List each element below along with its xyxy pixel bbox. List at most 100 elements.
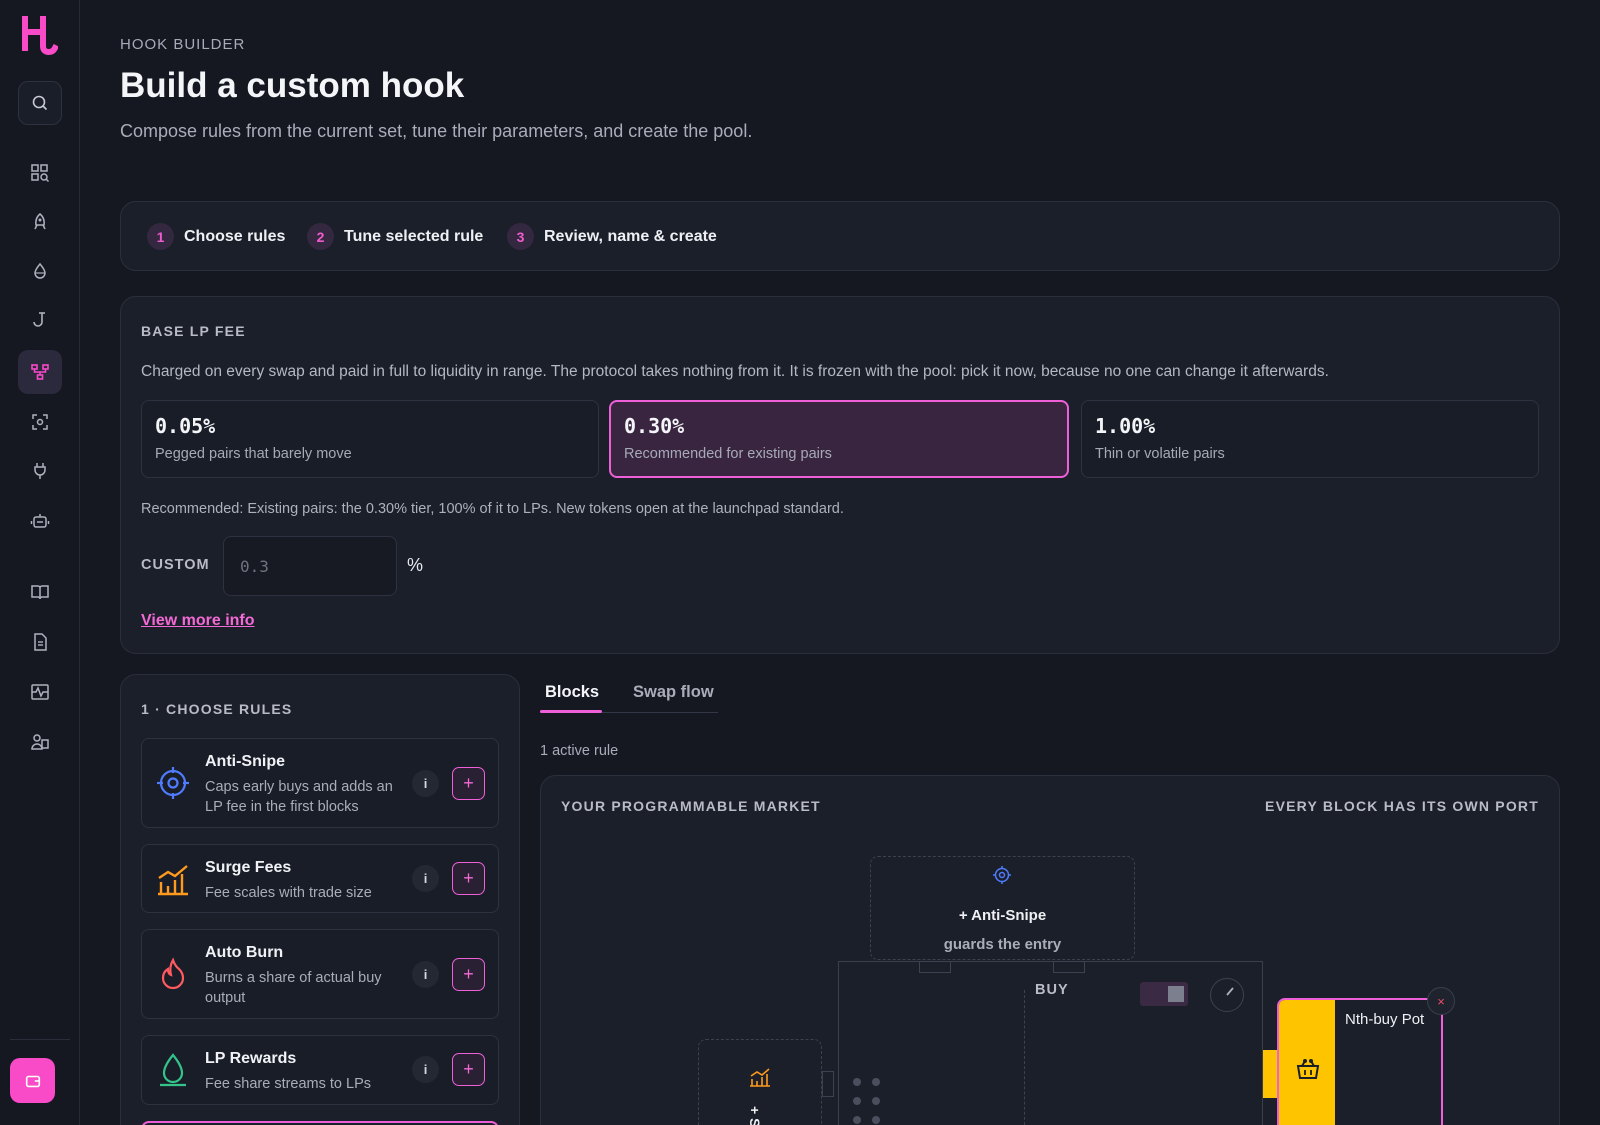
pot-name: Nth-buy Pot [1345,1011,1425,1028]
chart-icon [750,1068,770,1087]
droplet-icon [160,1053,186,1087]
anti-snipe-slot[interactable]: + Anti-Snipe guards the entry [870,856,1135,960]
sidebar-item-liquidity[interactable] [18,249,62,293]
sidebar [0,0,80,1125]
plug-icon [34,463,46,479]
choose-rules-panel: 1 · CHOOSE RULES Anti-Snipe Caps early b… [120,674,520,1125]
step-label: Review, name & create [544,227,717,245]
custom-fee-label: CUSTOM [141,557,210,573]
robot-icon [30,514,50,528]
pot-icon [1296,1059,1320,1079]
activity-icon [31,684,49,700]
page-eyebrow: HOOK BUILDER [120,36,246,53]
document-icon [34,633,47,651]
add-rule-button[interactable]: + [452,1053,485,1086]
sidebar-item-integrations[interactable] [18,449,62,493]
sidebar-item-docs[interactable] [18,570,62,614]
sidebar-item-activity[interactable] [18,670,62,714]
fee-tier-note: Thin or volatile pairs [1095,446,1225,462]
rule-info-button[interactable]: i [412,961,439,988]
anti-snipe-slot-sub: guards the entry [943,936,1062,953]
add-rule-button[interactable]: + [452,862,485,895]
sidebar-item-reports[interactable] [18,620,62,664]
flame-icon [161,957,185,990]
engine-port-left [822,1071,834,1097]
book-icon [31,585,49,600]
rule-info-button[interactable]: i [412,770,439,797]
tab-blocks[interactable]: Blocks [545,683,600,701]
scan-icon [32,414,48,430]
wallet-button[interactable] [10,1058,55,1103]
page-title: Build a custom hook [120,66,465,105]
surge-fees-slot-label: + S [747,1106,763,1125]
rocket-icon [34,213,46,230]
rule-card-auto-burn[interactable]: Auto Burn Burns a share of actual buy ou… [141,929,499,1019]
rule-card-surge-fees[interactable]: Surge Fees Fee scales with trade size i … [141,844,499,913]
engine-divider [1024,990,1025,1125]
canvas-title: YOUR PROGRAMMABLE MARKET [561,798,821,814]
drag-handle[interactable] [852,1077,884,1125]
rule-description: Fee share streams to LPs [205,1076,372,1092]
fee-tier-option[interactable]: 1.00% Thin or volatile pairs [1081,400,1539,478]
rule-name: Auto Burn [205,944,284,961]
base-fee-panel: BASE LP FEE Charged on every swap and pa… [120,296,1560,654]
pot-connector [1263,1050,1281,1098]
step-tune-rule[interactable]: 2 Tune selected rule [307,223,483,250]
rule-name: Anti-Snipe [205,753,285,770]
surge-fees-slot[interactable]: + S [698,1039,822,1125]
sidebar-item-bots[interactable] [18,499,62,543]
step-choose-rules[interactable]: 1 Choose rules [147,223,285,250]
sidebar-item-launch[interactable] [18,200,62,244]
fee-tier-option-selected[interactable]: 0.30% Recommended for existing pairs [609,400,1069,478]
rule-card-selected[interactable] [141,1121,499,1125]
anti-snipe-slot-label: + Anti-Snipe [958,907,1047,924]
fee-tier-value: 0.05% [155,414,216,438]
fee-tier-value: 0.30% [624,414,685,438]
rule-info-button[interactable]: i [412,865,439,892]
step-number: 3 [507,223,534,250]
active-rule-count: 1 active rule [540,743,619,759]
engine-port-top [919,961,951,973]
sidebar-item-hook-builder[interactable] [18,350,62,394]
view-more-info-link[interactable]: View more info [141,612,255,629]
fee-tier-note: Pegged pairs that barely move [155,446,352,462]
crosshair-icon [993,866,1011,884]
sidebar-item-scan[interactable] [18,400,62,444]
rule-name: Surge Fees [205,859,292,876]
add-rule-button[interactable]: + [452,767,485,800]
fee-tier-option[interactable]: 0.05% Pegged pairs that barely move [141,400,599,478]
base-fee-title: BASE LP FEE [141,323,246,339]
droplet-icon [34,262,46,279]
canvas-note: EVERY BLOCK HAS ITS OWN PORT [1265,798,1539,814]
step-label: Tune selected rule [344,227,484,245]
toggle-knob [1168,986,1184,1002]
rule-name: LP Rewards [205,1050,297,1067]
stepper: 1 Choose rules 2 Tune selected rule 3 Re… [120,201,1560,271]
step-review-create[interactable]: 3 Review, name & create [507,223,717,250]
page-subtitle: Compose rules from the current set, tune… [120,121,753,141]
sidebar-item-explore[interactable] [18,151,62,195]
rule-description: Caps early buys and adds an LP fee in th… [205,779,393,815]
sidebar-item-team[interactable] [18,720,62,764]
fee-tier-note: Recommended for existing pairs [624,446,832,462]
sidebar-item-hooks[interactable] [18,298,62,342]
step-number: 1 [147,223,174,250]
step-label: Choose rules [184,227,286,245]
engine-dial[interactable] [1210,978,1244,1012]
rule-info-button[interactable]: i [412,1056,439,1083]
custom-fee-input[interactable] [223,536,397,596]
rule-card-anti-snipe[interactable]: Anti-Snipe Caps early buys and adds an L… [141,738,499,828]
dial-icon [1226,987,1234,996]
hook-logo[interactable] [22,16,58,56]
base-fee-description: Charged on every swap and paid in full t… [141,363,1329,380]
engine-toggle[interactable] [1140,982,1188,1006]
search-button[interactable] [18,81,62,125]
remove-pot-button[interactable]: × [1427,987,1455,1015]
custom-fee-unit: % [407,555,424,575]
search-icon [32,95,48,111]
add-rule-button[interactable]: + [452,958,485,991]
wallet-icon [25,1075,40,1087]
rule-card-lp-rewards[interactable]: LP Rewards Fee share streams to LPs i + [141,1035,499,1105]
tab-swap-flow[interactable]: Swap flow [633,683,714,701]
nth-buy-pot-block[interactable] [1277,998,1443,1125]
